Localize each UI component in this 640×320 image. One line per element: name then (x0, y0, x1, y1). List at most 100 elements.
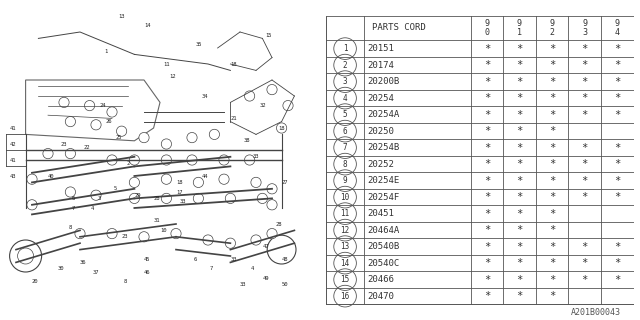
Text: 18: 18 (278, 125, 285, 131)
Text: 9
3: 9 3 (582, 19, 587, 37)
Circle shape (251, 235, 261, 245)
Circle shape (91, 190, 101, 200)
Text: *: * (516, 275, 523, 284)
Text: *: * (516, 291, 523, 301)
Text: *: * (614, 110, 620, 120)
Text: *: * (549, 126, 555, 136)
Text: 7: 7 (72, 205, 76, 211)
Text: *: * (582, 242, 588, 252)
Text: 9
2: 9 2 (550, 19, 555, 37)
Circle shape (276, 123, 287, 133)
Text: 6: 6 (343, 127, 348, 136)
Text: 9
1: 9 1 (517, 19, 522, 37)
Text: *: * (484, 275, 490, 284)
Text: 18: 18 (176, 180, 182, 185)
Text: 4: 4 (91, 205, 95, 211)
Circle shape (91, 120, 101, 130)
Text: *: * (614, 258, 620, 268)
Text: 7: 7 (209, 266, 213, 271)
Text: 41: 41 (10, 157, 16, 163)
Text: *: * (516, 60, 523, 70)
Text: 28: 28 (275, 221, 282, 227)
Text: 20470: 20470 (367, 292, 394, 300)
Circle shape (267, 228, 277, 239)
Text: 47: 47 (262, 244, 269, 249)
Text: *: * (516, 143, 523, 153)
Text: *: * (516, 225, 523, 235)
Text: 11: 11 (340, 209, 349, 218)
Text: 18: 18 (230, 61, 237, 67)
Text: 4: 4 (251, 266, 255, 271)
Text: 42: 42 (10, 141, 16, 147)
Text: 24: 24 (99, 103, 106, 108)
Text: 20200B: 20200B (367, 77, 399, 86)
Text: *: * (484, 60, 490, 70)
Text: 29: 29 (134, 193, 141, 198)
Text: *: * (614, 93, 620, 103)
Text: 1: 1 (343, 44, 348, 53)
Text: 11: 11 (163, 61, 170, 67)
Text: *: * (582, 60, 588, 70)
Text: 33: 33 (230, 257, 237, 262)
Text: 20174: 20174 (367, 60, 394, 70)
Text: *: * (484, 258, 490, 268)
Text: 1: 1 (104, 49, 108, 54)
Text: *: * (614, 275, 620, 284)
Text: *: * (549, 258, 555, 268)
Text: 31: 31 (154, 218, 160, 223)
Circle shape (65, 116, 76, 127)
Text: 7: 7 (343, 143, 348, 152)
Text: 4: 4 (343, 94, 348, 103)
Text: *: * (582, 192, 588, 202)
Text: 5: 5 (343, 110, 348, 119)
Text: *: * (614, 76, 620, 87)
Text: 48: 48 (282, 257, 288, 262)
Circle shape (203, 235, 213, 245)
Text: 32: 32 (259, 103, 266, 108)
Text: 49: 49 (262, 276, 269, 281)
Text: *: * (549, 176, 555, 186)
Text: 9
0: 9 0 (484, 19, 490, 37)
Text: *: * (549, 76, 555, 87)
Text: 20466: 20466 (367, 275, 394, 284)
Text: *: * (582, 76, 588, 87)
Text: *: * (516, 258, 523, 268)
Circle shape (225, 193, 236, 204)
Text: 6: 6 (72, 196, 76, 201)
Circle shape (244, 91, 255, 101)
Text: *: * (549, 192, 555, 202)
Text: *: * (484, 76, 490, 87)
Circle shape (161, 174, 172, 184)
Text: *: * (516, 209, 523, 219)
Text: 33: 33 (240, 282, 246, 287)
Text: 3: 3 (97, 196, 101, 201)
Text: 14: 14 (340, 259, 349, 268)
Text: *: * (516, 76, 523, 87)
Text: *: * (582, 258, 588, 268)
Text: 45: 45 (144, 257, 150, 262)
Circle shape (171, 228, 181, 239)
Text: *: * (484, 93, 490, 103)
Text: 20464A: 20464A (367, 226, 399, 235)
Text: 35: 35 (195, 42, 202, 47)
Text: *: * (516, 159, 523, 169)
Text: *: * (582, 143, 588, 153)
Circle shape (107, 155, 117, 165)
Text: 33: 33 (253, 154, 259, 159)
Text: 2: 2 (126, 161, 130, 166)
Text: *: * (484, 110, 490, 120)
Text: 12: 12 (340, 226, 349, 235)
Circle shape (209, 129, 220, 140)
Circle shape (129, 177, 140, 188)
Text: 36: 36 (80, 260, 86, 265)
Text: *: * (516, 126, 523, 136)
Text: 37: 37 (93, 269, 99, 275)
Text: 20254: 20254 (367, 94, 394, 103)
Text: 20254E: 20254E (367, 176, 399, 185)
Text: *: * (614, 60, 620, 70)
Text: *: * (549, 93, 555, 103)
Circle shape (129, 155, 140, 165)
Text: 13: 13 (340, 242, 349, 251)
Circle shape (27, 174, 37, 184)
Text: *: * (614, 176, 620, 186)
